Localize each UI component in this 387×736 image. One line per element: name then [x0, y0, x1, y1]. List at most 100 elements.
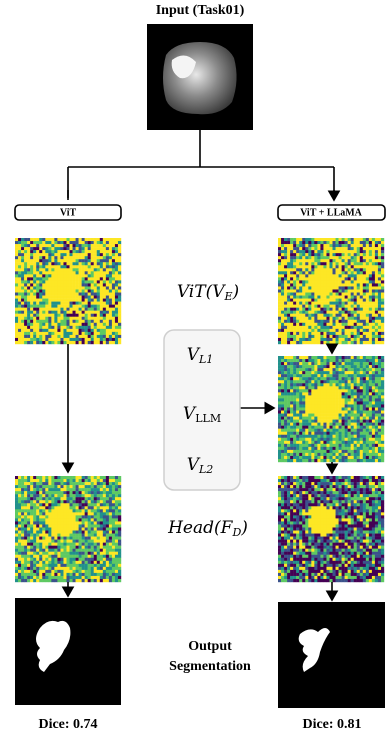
pixel: [118, 500, 121, 503]
pixel: [323, 459, 326, 462]
pixel: [375, 359, 378, 362]
pixel: [357, 438, 360, 441]
pixel: [112, 256, 115, 259]
pixel: [302, 280, 305, 283]
pixel: [112, 289, 115, 292]
pixel: [85, 341, 88, 344]
pixel: [100, 305, 103, 308]
pixel: [45, 518, 48, 521]
pixel: [351, 386, 354, 389]
pixel: [348, 271, 351, 274]
pixel: [351, 296, 354, 299]
pixel: [73, 561, 76, 564]
pixel: [287, 256, 290, 259]
pixel: [76, 579, 79, 582]
pixel: [378, 404, 381, 407]
pixel: [366, 401, 369, 404]
pixel: [296, 329, 299, 332]
pixel: [100, 280, 103, 283]
pixel: [15, 479, 18, 482]
pixel: [290, 244, 293, 247]
pixel: [100, 564, 103, 567]
pixel: [375, 417, 378, 420]
pixel: [278, 323, 281, 326]
pixel: [311, 401, 314, 404]
pixel: [342, 441, 345, 444]
pixel: [109, 567, 112, 570]
pixel: [39, 488, 42, 491]
pixel: [51, 524, 54, 527]
pixel: [329, 407, 332, 410]
pixel: [24, 299, 27, 302]
pixel: [278, 311, 281, 314]
pixel: [287, 476, 290, 479]
pixel: [381, 423, 384, 426]
pixel: [73, 518, 76, 521]
pixel: [351, 476, 354, 479]
pixel: [308, 247, 311, 250]
pixel: [360, 374, 363, 377]
pixel: [314, 359, 317, 362]
pixel: [94, 286, 97, 289]
pixel: [109, 543, 112, 546]
pixel: [287, 253, 290, 256]
pixel: [314, 341, 317, 344]
pixel: [317, 374, 320, 377]
pixel: [366, 426, 369, 429]
pixel: [333, 359, 336, 362]
pixel: [24, 518, 27, 521]
pixel: [293, 359, 296, 362]
pixel: [91, 537, 94, 540]
pixel: [287, 296, 290, 299]
pixel: [51, 527, 54, 530]
pixel: [357, 374, 360, 377]
pixel: [54, 323, 57, 326]
pixel: [94, 491, 97, 494]
pixel: [314, 326, 317, 329]
pixel: [314, 476, 317, 479]
pixel: [326, 305, 329, 308]
pixel: [118, 335, 121, 338]
pixel: [284, 479, 287, 482]
pixel: [21, 253, 24, 256]
pixel: [94, 332, 97, 335]
pixel: [97, 570, 100, 573]
pixel: [360, 317, 363, 320]
pixel: [51, 329, 54, 332]
pixel: [21, 567, 24, 570]
pixel: [323, 444, 326, 447]
pixel: [290, 383, 293, 386]
pixel: [66, 262, 69, 265]
pixel: [363, 479, 366, 482]
pixel: [51, 283, 54, 286]
pixel: [296, 265, 299, 268]
pixel: [97, 488, 100, 491]
pixel: [354, 417, 357, 420]
pixel: [18, 512, 21, 515]
pixel: [336, 476, 339, 479]
pixel: [360, 398, 363, 401]
pixel: [76, 311, 79, 314]
pixel: [30, 302, 33, 305]
pixel: [85, 494, 88, 497]
pixel: [372, 259, 375, 262]
pixel: [57, 253, 60, 256]
pixel: [299, 482, 302, 485]
pixel: [366, 250, 369, 253]
pixel: [66, 552, 69, 555]
pixel: [112, 341, 115, 344]
pixel: [24, 305, 27, 308]
pixel: [100, 561, 103, 564]
pixel: [333, 302, 336, 305]
pixel: [70, 326, 73, 329]
pixel: [51, 576, 54, 579]
pixel: [106, 332, 109, 335]
pixel: [293, 383, 296, 386]
pixel: [63, 482, 66, 485]
pixel: [314, 377, 317, 380]
pixel: [82, 320, 85, 323]
pixel: [97, 286, 100, 289]
pixel: [339, 374, 342, 377]
pixel: [82, 296, 85, 299]
pixel: [363, 341, 366, 344]
